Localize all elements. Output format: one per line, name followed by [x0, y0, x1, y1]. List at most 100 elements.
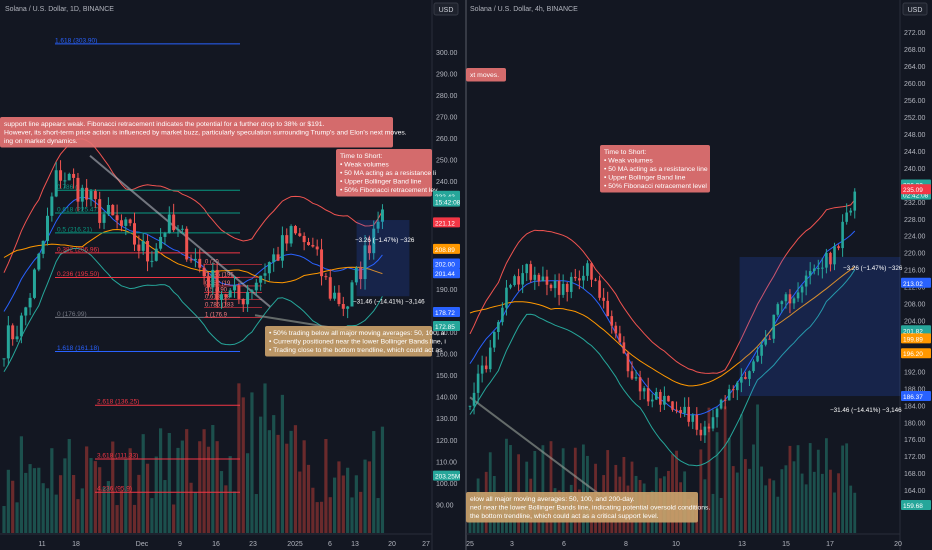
- left-candle: [11, 325, 15, 340]
- left-volume-bar: [11, 480, 15, 533]
- left-volume-bar: [350, 497, 354, 533]
- right-price-tag-label: 186.37: [903, 394, 923, 401]
- left-volume-bar: [341, 475, 345, 533]
- left-candle: [85, 187, 89, 200]
- left-fib-level-label: 1.618 (303.90): [55, 37, 97, 44]
- right-volume-bar: [582, 444, 585, 533]
- right-volume-bar: [820, 473, 824, 533]
- left-volume-bar: [289, 430, 293, 533]
- right-candle: [667, 395, 670, 402]
- left-fib-small-label: 0.786 (183: [205, 303, 234, 309]
- right-y-tick-label: 268.00: [904, 47, 926, 54]
- left-y-tick-label: 160.00: [436, 352, 458, 359]
- left-fib-level-label: 0.382 (206.96): [57, 246, 99, 253]
- right-volume-bar: [760, 466, 763, 533]
- left-volume-bar: [193, 492, 197, 533]
- left-projection-box: [356, 220, 410, 297]
- left-volume-bar: [380, 426, 385, 533]
- right-candle: [655, 391, 658, 400]
- left-price-tag-label: 201.44: [435, 271, 455, 278]
- right-volume-bar: [748, 468, 751, 533]
- left-volume-bar: [319, 501, 324, 533]
- right-candle: [780, 301, 784, 305]
- right-candle: [590, 263, 593, 280]
- left-volume-bar: [298, 471, 302, 533]
- left-volume-bar: [67, 439, 71, 533]
- right-candle: [853, 191, 857, 211]
- right-volume-bar: [796, 445, 800, 533]
- left-candle: [54, 170, 58, 197]
- right-volume-bar: [780, 469, 784, 533]
- right-note-line: xt moves.: [470, 72, 499, 79]
- left-price-tag-label: 15:42:08: [435, 200, 461, 207]
- right-currency-button[interactable]: [902, 2, 928, 16]
- right-candle: [752, 361, 755, 372]
- right-candle: [776, 304, 780, 315]
- right-candle: [574, 276, 577, 279]
- left-volume-bar: [246, 453, 250, 533]
- left-x-tick-label: 18: [72, 541, 80, 548]
- right-candle: [582, 275, 585, 281]
- right-price-tag-label: 201.82: [903, 328, 923, 335]
- left-note-box: [336, 149, 432, 197]
- left-price-tag: [433, 321, 460, 332]
- left-x-tick-label: 13: [351, 541, 359, 548]
- right-volume-bar: [756, 404, 759, 533]
- right-volume-bar: [752, 444, 755, 533]
- left-candle: [272, 254, 276, 263]
- left-trendline: [89, 155, 271, 308]
- left-note-line: Time to Short:: [340, 153, 383, 160]
- left-x-tick-label: 16: [212, 541, 220, 548]
- left-currency-button[interactable]: [433, 2, 459, 16]
- left-volume-bar: [306, 464, 311, 533]
- right-y-tick-label: 244.00: [904, 149, 926, 156]
- left-volume-bar: [63, 458, 67, 533]
- right-bottom-trendline: [469, 396, 601, 496]
- left-volume-bar: [115, 505, 119, 533]
- right-candle: [505, 287, 508, 308]
- left-candle: [2, 358, 6, 360]
- right-candle: [711, 417, 715, 429]
- left-volume-bar: [89, 458, 93, 533]
- left-candle: [141, 240, 145, 251]
- left-candle: [206, 276, 210, 288]
- right-candle: [602, 297, 605, 301]
- left-chart-panel[interactable]: Solana / U.S. Dollar, 1D, BINANCE USD 1.…: [0, 0, 461, 550]
- right-candle: [618, 333, 622, 343]
- left-volume-bar: [337, 461, 341, 533]
- left-volume-bar: [198, 441, 202, 533]
- right-y-tick-label: 204.00: [904, 319, 926, 326]
- left-fib-level-label: 3.618 (111.33): [97, 452, 138, 459]
- right-candle: [650, 399, 654, 402]
- left-volume-bar: [28, 464, 32, 533]
- right-y-tick-label: 224.00: [904, 234, 926, 241]
- right-candle: [723, 399, 727, 401]
- right-x-tick-label: 20: [894, 541, 902, 548]
- left-y-tick-label: 150.00: [436, 373, 458, 380]
- right-y-tick-label: 212.00: [904, 285, 926, 292]
- right-chart-panel[interactable]: Solana / U.S. Dollar, 4h, BINANCE USD −3…: [465, 0, 931, 550]
- right-volume-bar: [573, 447, 577, 533]
- right-volume-bar: [533, 450, 537, 533]
- right-y-tick-label: 208.00: [904, 302, 926, 309]
- left-volume-bar: [228, 456, 232, 533]
- left-candle: [333, 292, 337, 299]
- left-volume-bar: [219, 471, 224, 533]
- right-volume-bar: [792, 461, 796, 533]
- right-volume-bar: [788, 445, 792, 533]
- left-candle: [159, 236, 163, 249]
- right-measure-label: −31.46 (−14.41%) −3,146: [830, 407, 902, 414]
- left-volume-bar: [293, 425, 298, 533]
- left-candle: [280, 235, 284, 261]
- right-candle: [675, 409, 678, 411]
- left-note-line: • Trading close to the bottom trendline,…: [269, 347, 443, 354]
- right-y-tick-label: 264.00: [904, 64, 926, 71]
- left-candle: [72, 173, 76, 178]
- left-candle: [67, 173, 71, 181]
- right-candle: [598, 280, 601, 298]
- right-volume-bar: [808, 443, 812, 533]
- right-candle: [537, 274, 541, 282]
- left-volume-bar: [206, 446, 211, 533]
- left-volume-bar: [189, 482, 193, 533]
